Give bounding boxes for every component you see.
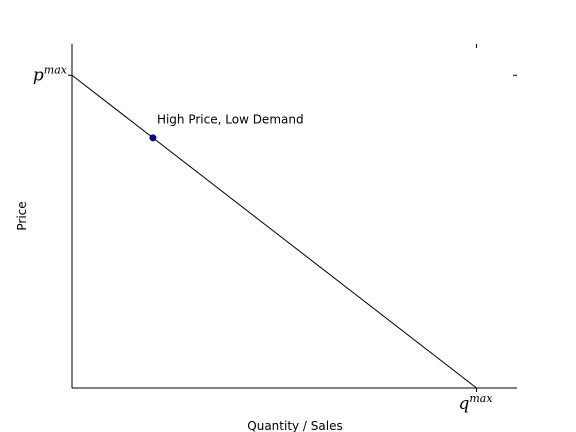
- data-point: [149, 134, 157, 142]
- x-tick-label: qmax: [458, 392, 493, 414]
- x-axis-title: Quantity / Sales: [247, 419, 342, 432]
- labels-layer: Quantity / Sales Price qmax pmax High Pric…: [15, 63, 493, 432]
- annotation-label: High Price, Low Demand: [157, 113, 304, 127]
- y-tick-label: pmax: [33, 63, 68, 85]
- points-layer: [149, 134, 157, 142]
- y-axis-title: Price: [15, 201, 29, 230]
- demand-line: [71, 74, 477, 389]
- axes: [68, 44, 517, 392]
- series-layer: [71, 74, 477, 389]
